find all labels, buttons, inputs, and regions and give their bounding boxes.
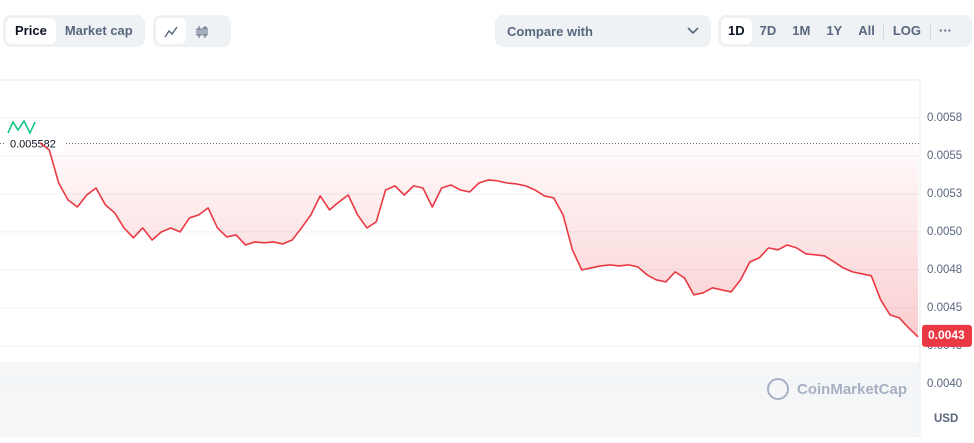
tab[interactable]: Price <box>6 18 56 44</box>
reference-label: 0.005582 <box>10 138 56 150</box>
y-tick-label: 0.0050 <box>927 226 962 238</box>
y-tick-label: 0.0048 <box>927 264 962 276</box>
current-price-label: 0.0043 <box>928 328 965 342</box>
price-line <box>39 142 919 338</box>
currency: USD <box>934 413 958 425</box>
candle-icon[interactable] <box>186 18 218 44</box>
range[interactable]: 1M <box>792 23 811 38</box>
watermark-logo <box>767 378 789 400</box>
range[interactable]: 7D <box>759 23 777 38</box>
compare-dropdown[interactable]: Compare with <box>495 15 711 47</box>
y-tick-label: 0.0040 <box>927 378 962 390</box>
area <box>40 142 918 337</box>
current-price-box <box>922 324 972 347</box>
line-icon[interactable] <box>156 18 186 44</box>
range-tabs: 1D 7D 1M 1Y All LOG ··· <box>718 15 972 47</box>
status-icon <box>7 119 36 135</box>
y-tick-label: 0.0043 <box>927 340 962 352</box>
watermark: CoinMarketCap <box>797 381 907 398</box>
log[interactable]: LOG <box>892 23 922 38</box>
more[interactable]: ··· <box>939 23 953 38</box>
range[interactable]: 1Y <box>826 23 843 38</box>
y-tick-label: 0.0058 <box>927 112 962 124</box>
chart-style <box>153 15 231 47</box>
y-tick-label: 0.0053 <box>927 188 962 200</box>
volume-area <box>0 362 920 437</box>
y-tick-label: 0.0055 <box>927 150 962 162</box>
divider <box>930 23 932 39</box>
y-tick-label: 0.0045 <box>927 302 962 314</box>
range[interactable]: All <box>858 23 875 38</box>
compare-label: Compare with <box>507 23 593 39</box>
tab[interactable]: Market cap <box>64 23 133 38</box>
reference-label-bg <box>4 135 64 152</box>
divider <box>882 23 884 39</box>
range[interactable]: 1D <box>721 18 752 44</box>
view-tabs: Price Market cap <box>3 15 145 47</box>
